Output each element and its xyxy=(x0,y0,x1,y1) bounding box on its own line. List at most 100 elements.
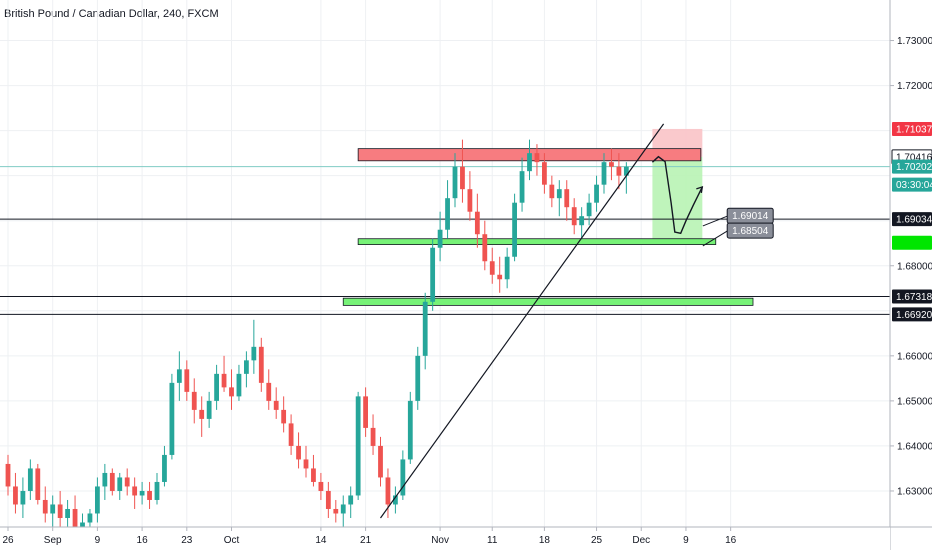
candle-body xyxy=(176,369,182,383)
support-zone-upper[interactable] xyxy=(357,238,717,245)
candle-body xyxy=(288,423,294,446)
price-tag-label: 1.70416 xyxy=(896,152,932,163)
candle-body xyxy=(50,504,56,514)
price-tag-level-4 xyxy=(892,307,932,322)
candle-body xyxy=(65,508,70,518)
y-tick-label: 1.73000 xyxy=(897,36,932,47)
y-tick-label: 1.64000 xyxy=(897,441,932,452)
price-tag-countdown xyxy=(892,177,932,192)
candle-body xyxy=(318,481,324,491)
callout-pointer xyxy=(702,215,728,227)
candle-body xyxy=(13,486,18,505)
candle-body xyxy=(400,459,406,496)
candle-body xyxy=(623,166,629,176)
callout-label: 1.69014 xyxy=(732,211,769,222)
candle-body xyxy=(199,409,205,419)
projection-reward-box xyxy=(652,156,703,243)
candle-body xyxy=(214,373,219,401)
candle-body xyxy=(42,499,48,514)
y-tick-label: 1.63000 xyxy=(897,486,932,497)
candle-body xyxy=(512,202,517,257)
candle-body xyxy=(333,508,339,514)
candle-body xyxy=(5,463,11,487)
candle-body xyxy=(452,166,458,199)
candle-body xyxy=(586,202,592,217)
price-tag-projection-bottom xyxy=(892,235,932,250)
candle-body xyxy=(184,369,190,392)
price-tag-label: 03:30:04 xyxy=(896,180,932,191)
candle-body xyxy=(87,513,93,523)
callout-box xyxy=(726,222,774,239)
candle-body xyxy=(109,472,115,491)
candle-body xyxy=(534,153,540,163)
candle-body xyxy=(191,391,197,410)
candle-body xyxy=(497,274,503,280)
candle-body xyxy=(556,189,562,199)
candle-body xyxy=(422,301,428,356)
candle-body xyxy=(601,162,607,185)
candle-body xyxy=(407,400,413,460)
x-tick-label: 25 xyxy=(591,535,603,546)
candle-body xyxy=(132,486,138,496)
x-tick-label: Sep xyxy=(44,535,62,546)
candle-body xyxy=(229,387,234,397)
candle-body xyxy=(340,504,346,514)
candle-body xyxy=(437,229,443,248)
candle-body xyxy=(430,247,436,302)
candle-body xyxy=(57,504,63,518)
candle-body xyxy=(564,189,570,208)
candle-body xyxy=(244,360,249,374)
callout-pointer xyxy=(702,230,728,247)
candle-body xyxy=(378,445,383,478)
arrow-head-icon xyxy=(696,185,704,194)
candle-body xyxy=(169,382,175,455)
candle-body xyxy=(124,477,130,487)
trendline[interactable] xyxy=(380,123,665,519)
y-tick-label: 1.68000 xyxy=(897,261,932,272)
candle-body xyxy=(363,396,368,428)
candle-body xyxy=(616,166,622,176)
candle-body xyxy=(296,445,301,460)
price-tag-label: 1.71037 xyxy=(896,124,932,135)
candle-body xyxy=(527,153,532,172)
candle-body xyxy=(415,355,421,401)
candle-body xyxy=(519,171,525,203)
chart-title: British Pound / Canadian Dollar, 240, FX… xyxy=(4,8,219,20)
candle-body xyxy=(489,261,495,275)
candle-body xyxy=(579,216,585,226)
candle-body xyxy=(154,481,160,500)
price-tag-projection-top xyxy=(892,121,932,136)
candle-body xyxy=(460,166,465,190)
x-tick-label: 21 xyxy=(360,535,372,546)
y-tick-label: 1.72000 xyxy=(897,81,932,92)
support-zone-lower[interactable] xyxy=(342,297,754,306)
candle-body xyxy=(236,373,242,397)
x-tick-label: 16 xyxy=(725,535,737,546)
price-tag-label: 1.68410 xyxy=(896,238,932,249)
x-tick-label: Oct xyxy=(224,535,240,546)
candle-body xyxy=(594,184,599,203)
candle-body xyxy=(482,234,488,262)
candle-body xyxy=(139,490,145,496)
x-tick-label: Nov xyxy=(431,535,449,546)
candle-body xyxy=(393,495,398,505)
candle-body xyxy=(147,490,152,500)
candle-body xyxy=(325,490,331,509)
candle-body xyxy=(571,207,577,226)
candle-body xyxy=(72,508,78,537)
price-tag-label: 1.66920 xyxy=(896,310,932,321)
candle-body xyxy=(266,382,272,401)
candle-body xyxy=(504,256,510,280)
candle-body xyxy=(549,184,555,199)
candle-body xyxy=(258,346,264,383)
x-tick-label: 18 xyxy=(539,535,551,546)
x-axis-panel xyxy=(0,527,890,550)
candle-body xyxy=(445,198,450,230)
y-axis-panel xyxy=(890,0,932,550)
price-tag-level-3 xyxy=(892,289,932,304)
candle-body xyxy=(348,495,354,505)
candle-body xyxy=(370,427,376,446)
candle-body xyxy=(303,459,309,469)
candle-body xyxy=(95,486,100,514)
